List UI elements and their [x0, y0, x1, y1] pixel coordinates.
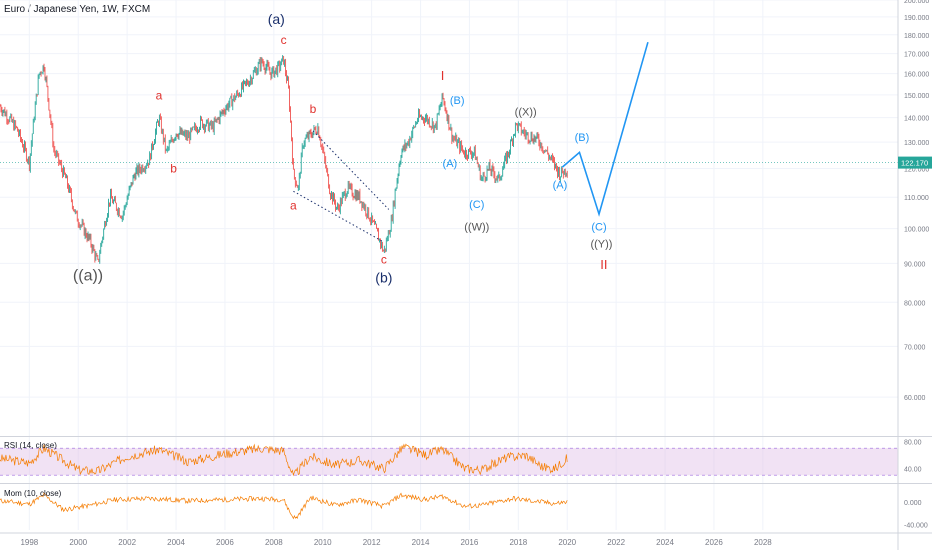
y-tick-label: 70.000 [904, 344, 926, 351]
x-tick-label: 1998 [20, 538, 38, 547]
wave-label: ((X)) [515, 106, 537, 118]
current-price-tag [898, 156, 932, 169]
wave-label: b [170, 162, 177, 176]
y-tick-label: 90.000 [904, 261, 926, 268]
wave-label: ((W)) [464, 221, 489, 233]
x-tick-label: 2028 [754, 538, 772, 547]
wave-label: ((Y)) [590, 238, 612, 250]
momentum-line [0, 492, 568, 520]
x-tick-label: 2010 [314, 538, 332, 547]
wave-label: (a) [268, 11, 285, 27]
rsi-legend: RSI (14, close) [4, 441, 57, 450]
x-tick-label: 2022 [607, 538, 625, 547]
x-tick-label: 2000 [69, 538, 87, 547]
y-tick-label: 150.000 [904, 93, 929, 100]
x-tick-label: 2026 [705, 538, 723, 547]
x-tick-label: 2006 [216, 538, 234, 547]
y-tick-label: 60.000 [904, 395, 926, 402]
x-tick-label: 2016 [461, 538, 479, 547]
wave-label: (A) [553, 179, 568, 191]
y-tick-label: 130.000 [904, 140, 929, 147]
y-tick-label: 110.000 [904, 195, 929, 202]
x-tick-label: 2012 [363, 538, 381, 547]
rsi-tick-label: 80.00 [904, 439, 922, 446]
x-tick-label: 2002 [118, 538, 136, 547]
momentum-tick-label: -40.000 [904, 522, 928, 529]
x-tick-label: 2004 [167, 538, 185, 547]
wave-label: a [156, 88, 163, 102]
x-tick-label: 2020 [558, 538, 576, 547]
y-tick-label: 160.000 [904, 72, 929, 79]
wave-label: c [381, 252, 387, 266]
momentum-tick-label: 0.000 [904, 500, 922, 507]
x-tick-label: 2008 [265, 538, 283, 547]
projection-path [561, 41, 649, 217]
wave-label: (C) [469, 199, 484, 211]
rsi-band [0, 448, 898, 476]
wave-label: (C) [591, 221, 606, 233]
y-tick-label: 140.000 [904, 116, 929, 123]
momentum-legend: Mom (10, close) [4, 489, 62, 498]
wave-label: (A) [443, 158, 458, 170]
y-tick-label: 200.000 [904, 0, 929, 5]
rsi-line [0, 443, 568, 477]
wave-label: II [600, 257, 607, 272]
y-tick-label: 170.000 [904, 52, 929, 59]
x-tick-label: 2024 [656, 538, 674, 547]
main-pane: ((a)) a b (a) c b a c (b) I (B) (A) (C) ((W)) ((X)) (B)… [0, 11, 898, 285]
wave-label: c [281, 33, 287, 47]
wave-label: (B) [450, 95, 465, 107]
rsi-pane: RSI (14, close) [0, 441, 898, 477]
y-tick-label: 100.000 [904, 227, 929, 234]
y-tick-label: 120.000 [904, 167, 929, 174]
wave-label: (B) [575, 132, 590, 144]
wave-label: b [310, 102, 317, 116]
y-tick-label: 190.000 [904, 15, 929, 22]
chart-title: Euro / Japanese Yen, 1W, FXCM [4, 4, 151, 15]
wave-label: a [290, 198, 297, 212]
wave-label: I [441, 68, 445, 83]
wave-label: ((a)) [73, 267, 103, 284]
x-tick-label: 2018 [509, 538, 527, 547]
momentum-pane: Mom (10, close) [0, 489, 568, 520]
channel-lower-line [293, 190, 385, 243]
x-tick-label: 2014 [412, 538, 430, 547]
wave-label: (b) [375, 269, 392, 285]
rsi-tick-label: 40.00 [904, 466, 922, 473]
current-price-label: 122.170 [901, 159, 928, 168]
y-tick-label: 180.000 [904, 33, 929, 40]
y-tick-label: 80.000 [904, 300, 926, 307]
